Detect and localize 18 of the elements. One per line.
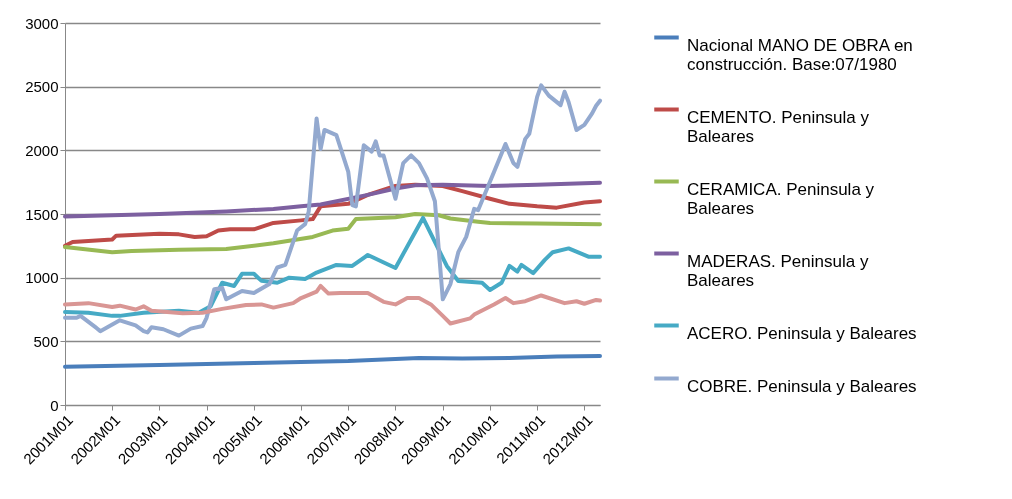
y-tick-label: 1000 (25, 269, 59, 287)
y-tick-label: 3000 (25, 14, 59, 32)
legend-label: ACERO. Peninsula y Baleares (687, 323, 917, 343)
legend-label: CERAMICA. Peninsula y Baleares (687, 179, 875, 218)
line-series (63, 353, 602, 369)
legend-label: CEMENTO. Peninsula y Baleares (687, 107, 870, 146)
line-series (63, 180, 602, 219)
y-tick-label: 2000 (25, 141, 59, 159)
y-tick-label: 0 (50, 396, 59, 414)
line-series (63, 83, 602, 338)
legend-label: Nacional MANO DE OBRA en construcción. Base:07/1980 (687, 35, 913, 74)
line-series (63, 283, 602, 326)
legend-label: MADERAS. Peninsula y Baleares (687, 251, 869, 290)
y-tick-label: 1500 (25, 205, 59, 223)
line-series (63, 212, 602, 255)
legend-label: COBRE. Peninsula y Baleares (687, 376, 917, 396)
y-tick-label: 2500 (25, 78, 59, 96)
y-tick-label: 500 (33, 332, 59, 350)
